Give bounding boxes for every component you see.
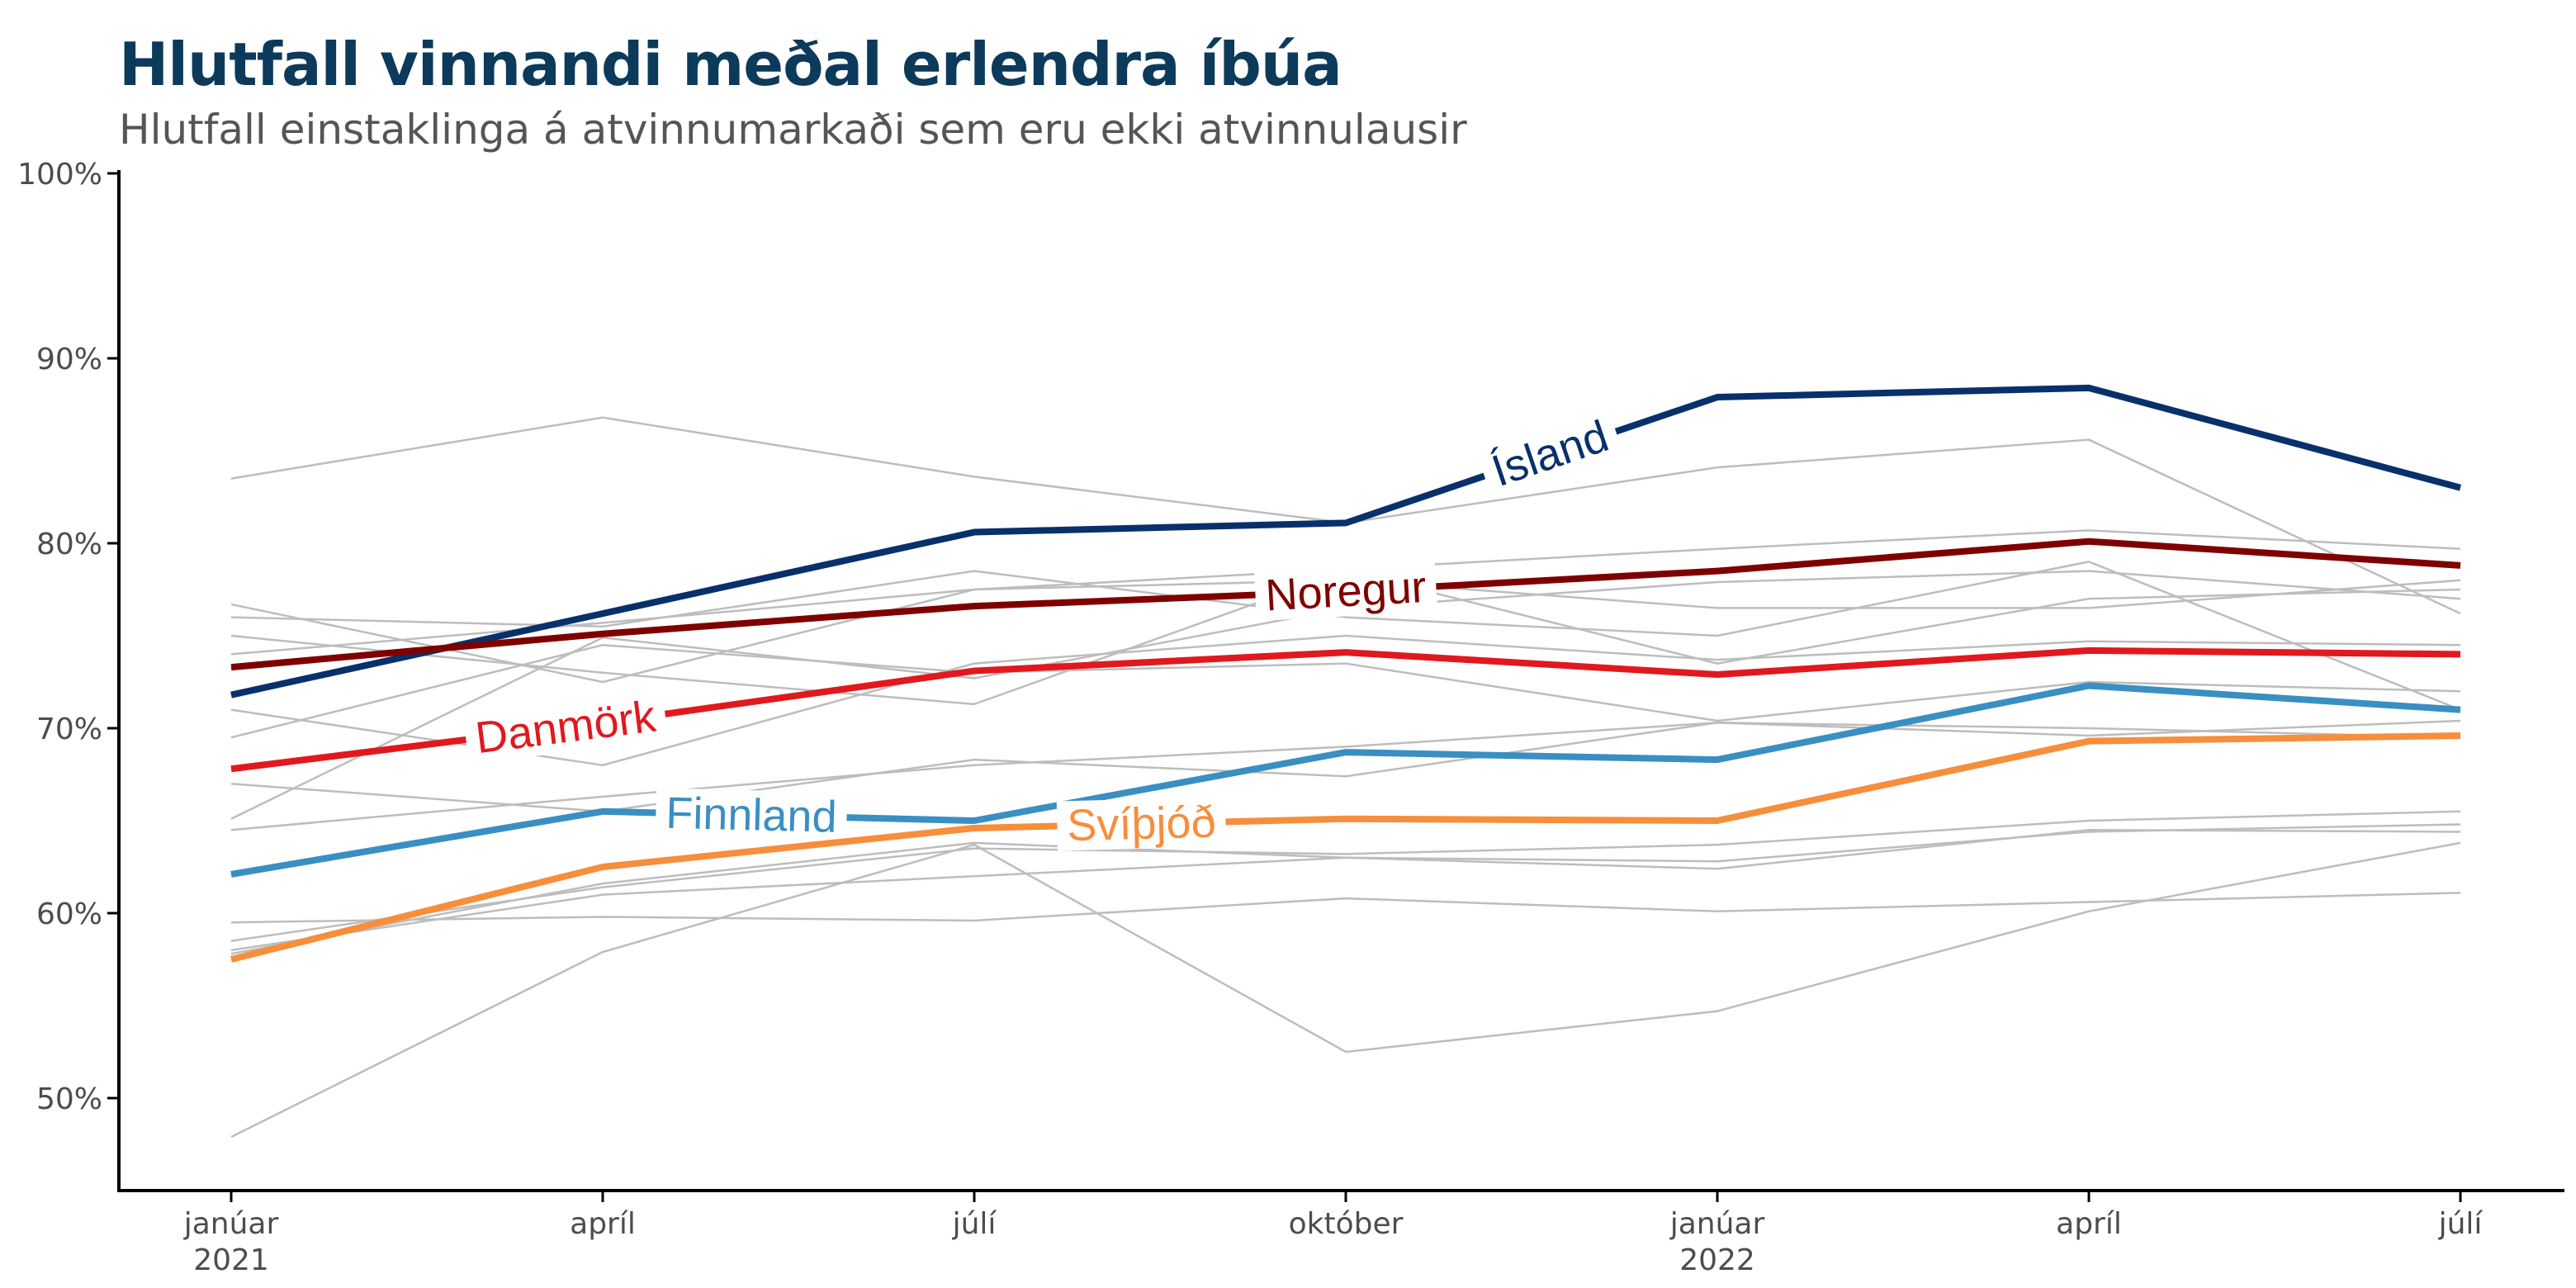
series-5-line (230, 732, 2461, 963)
x-tick-label: apríl (2056, 1207, 2122, 1241)
background-series-line-6 (230, 634, 2461, 767)
series-4-label: Finnland (665, 788, 838, 842)
series-1-label-group: Ísland (1476, 408, 1624, 500)
x-tick-year-label: 2022 (1679, 1243, 1755, 1277)
background-series-line-14 (230, 828, 2461, 955)
series-1-line (230, 384, 2462, 698)
series-2-group: Noregur (230, 537, 2461, 671)
x-tick-label: júlí (952, 1207, 997, 1241)
background-series-line-7 (230, 643, 2461, 739)
series-1-label-background (1476, 408, 1624, 500)
y-tick-label: 50% (36, 1082, 102, 1116)
x-tick-label: janúar (183, 1207, 279, 1241)
series-4-label-background (655, 788, 848, 843)
chart-subtitle: Hlutfall einstaklinga á atvinnumarkaði s… (119, 106, 1467, 154)
series-1-label: Ísland (1486, 411, 1615, 496)
x-tick-label: júlí (2438, 1207, 2484, 1241)
series-2-label: Noregur (1264, 562, 1428, 621)
series-5-label-group: Svíþjóð (1056, 797, 1227, 851)
x-tick-label: október (1289, 1207, 1404, 1241)
background-series-line-11 (230, 892, 2461, 924)
x-tick-label: apríl (570, 1207, 636, 1241)
series-5-group: Svíþjóð (230, 732, 2461, 963)
y-tick-label: 80% (36, 528, 102, 561)
series-4-line (230, 682, 2461, 878)
y-tick-label: 90% (36, 343, 102, 376)
series-4-group: Finnland (230, 682, 2461, 878)
background-series-line-10 (230, 722, 2461, 831)
x-tick-label: janúar (1669, 1207, 1765, 1241)
y-tick-label: 100% (17, 158, 102, 192)
series-4-label-group: Finnland (655, 788, 848, 843)
series-5-label: Svíþjóð (1067, 798, 1217, 850)
series-5-label-background (1056, 797, 1227, 851)
chart-title: Hlutfall vinnandi meðal erlendra íbúa (119, 30, 1342, 99)
x-tick-year-label: 2021 (193, 1243, 269, 1277)
background-series-line-15 (230, 841, 2461, 1139)
series-3-label-group: Danmörk (462, 690, 669, 765)
y-tick-label: 60% (36, 897, 102, 931)
background-series-line-3 (230, 561, 2461, 711)
series-2-label-group: Noregur (1253, 561, 1438, 622)
y-tick-label: 70% (36, 713, 102, 746)
series-3-label: Danmörk (473, 691, 660, 763)
background-series-line-12 (230, 810, 2461, 942)
series-3-label-background (462, 690, 669, 765)
series-2-label-background (1253, 561, 1438, 622)
background-series-line-13 (230, 823, 2461, 952)
